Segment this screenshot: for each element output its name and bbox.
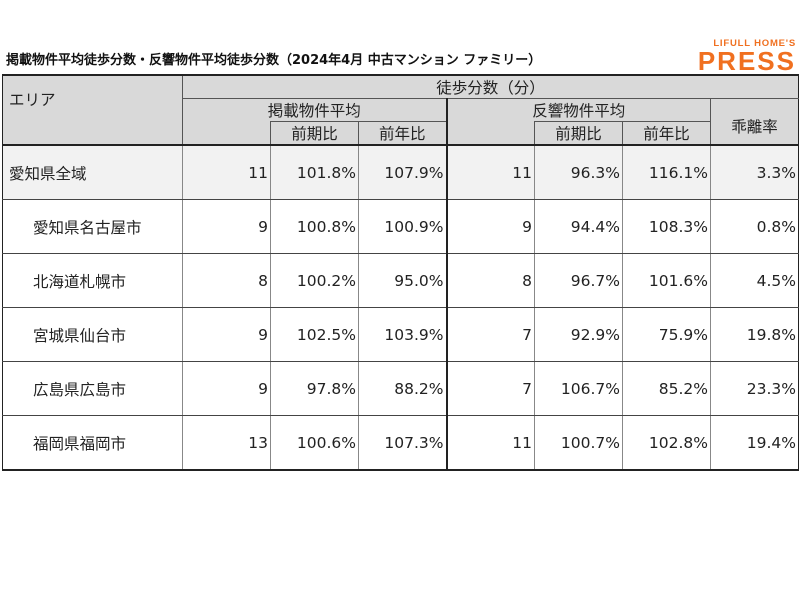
row-listed-qoq: 100.6% [270,415,359,471]
table-row: 宮城県仙台市 9 102.5% 103.9% 7 92.9% 75.9% 19.… [2,307,800,362]
logo-top-text: LIFULL HOME'S [713,38,796,49]
brand-logo: LIFULL HOME'S PRESS [697,38,796,76]
row-listed: 13 [182,415,271,471]
row-area: 愛知県全域 [2,145,183,200]
row-response-yoy: 75.9% [622,307,711,362]
row-response: 11 [446,145,535,200]
row-area: 北海道札幌市 [2,253,183,308]
row-listed-qoq: 100.2% [270,253,359,308]
row-response-yoy: 85.2% [622,361,711,416]
row-area: 福岡県福岡市 [2,415,183,471]
row-divergence: 23.3% [709,361,800,416]
row-response-qoq: 100.7% [534,415,623,471]
logo-main-text: PRESS [697,46,796,76]
row-divergence: 0.8% [709,199,800,254]
row-listed-yoy: 107.9% [358,145,448,200]
row-response-qoq: 92.9% [534,307,623,362]
row-divergence: 4.5% [709,253,800,308]
header-response-blank [446,121,535,146]
header-listed-yoy: 前年比 [358,121,448,146]
header-response-average: 反響物件平均 [446,98,711,122]
row-response-yoy: 108.3% [622,199,711,254]
row-area: 宮城県仙台市 [2,307,183,362]
walk-minutes-table: エリア 徒歩分数（分） 掲載物件平均 反響物件平均 乖離率 前期比 前年比 前期… [2,74,800,471]
row-listed: 11 [182,145,271,200]
row-response: 7 [446,361,535,416]
row-listed-qoq: 97.8% [270,361,359,416]
row-divergence: 3.3% [709,145,800,200]
header-area: エリア [2,74,183,146]
row-listed-yoy: 103.9% [358,307,448,362]
table-row: 福岡県福岡市 13 100.6% 107.3% 11 100.7% 102.8%… [2,415,800,471]
header-walk-minutes: 徒歩分数（分） [181,74,800,99]
row-response: 8 [446,253,535,308]
row-listed: 9 [182,361,271,416]
table-row: 広島県広島市 9 97.8% 88.2% 7 106.7% 85.2% 23.3… [2,361,800,416]
row-divergence: 19.8% [709,307,800,362]
row-response-qoq: 96.3% [534,145,623,200]
row-response-qoq: 96.7% [534,253,623,308]
row-response-qoq: 94.4% [534,199,623,254]
table-row: 北海道札幌市 8 100.2% 95.0% 8 96.7% 101.6% 4.5… [2,253,800,308]
row-response-qoq: 106.7% [534,361,623,416]
row-area: 広島県広島市 [2,361,183,416]
row-area: 愛知県名古屋市 [2,199,183,254]
row-divergence: 19.4% [709,415,800,471]
row-response: 9 [446,199,535,254]
header-listed-average: 掲載物件平均 [182,98,448,122]
row-listed-qoq: 101.8% [270,145,359,200]
row-listed: 9 [182,199,271,254]
header-response-yoy: 前年比 [622,121,711,146]
header-listed-blank [182,121,271,146]
page-title: 掲載物件平均徒歩分数・反響物件平均徒歩分数（2024年4月 中古マンション ファ… [6,53,542,68]
row-listed-yoy: 100.9% [358,199,448,254]
row-listed-qoq: 102.5% [270,307,359,362]
row-response-yoy: 116.1% [622,145,711,200]
row-response: 7 [446,307,535,362]
table-row: 愛知県全域 11 101.8% 107.9% 11 96.3% 116.1% 3… [2,145,800,200]
row-listed-yoy: 88.2% [358,361,448,416]
row-response-yoy: 101.6% [622,253,711,308]
row-response-yoy: 102.8% [622,415,711,471]
table-row: 愛知県名古屋市 9 100.8% 100.9% 9 94.4% 108.3% 0… [2,199,800,254]
row-listed-qoq: 100.8% [270,199,359,254]
row-response: 11 [446,415,535,471]
row-listed: 9 [182,307,271,362]
row-listed-yoy: 107.3% [358,415,448,471]
row-listed-yoy: 95.0% [358,253,448,308]
header-divergence: 乖離率 [709,98,800,146]
header-response-qoq: 前期比 [534,121,623,146]
row-listed: 8 [182,253,271,308]
header-listed-qoq: 前期比 [270,121,359,146]
